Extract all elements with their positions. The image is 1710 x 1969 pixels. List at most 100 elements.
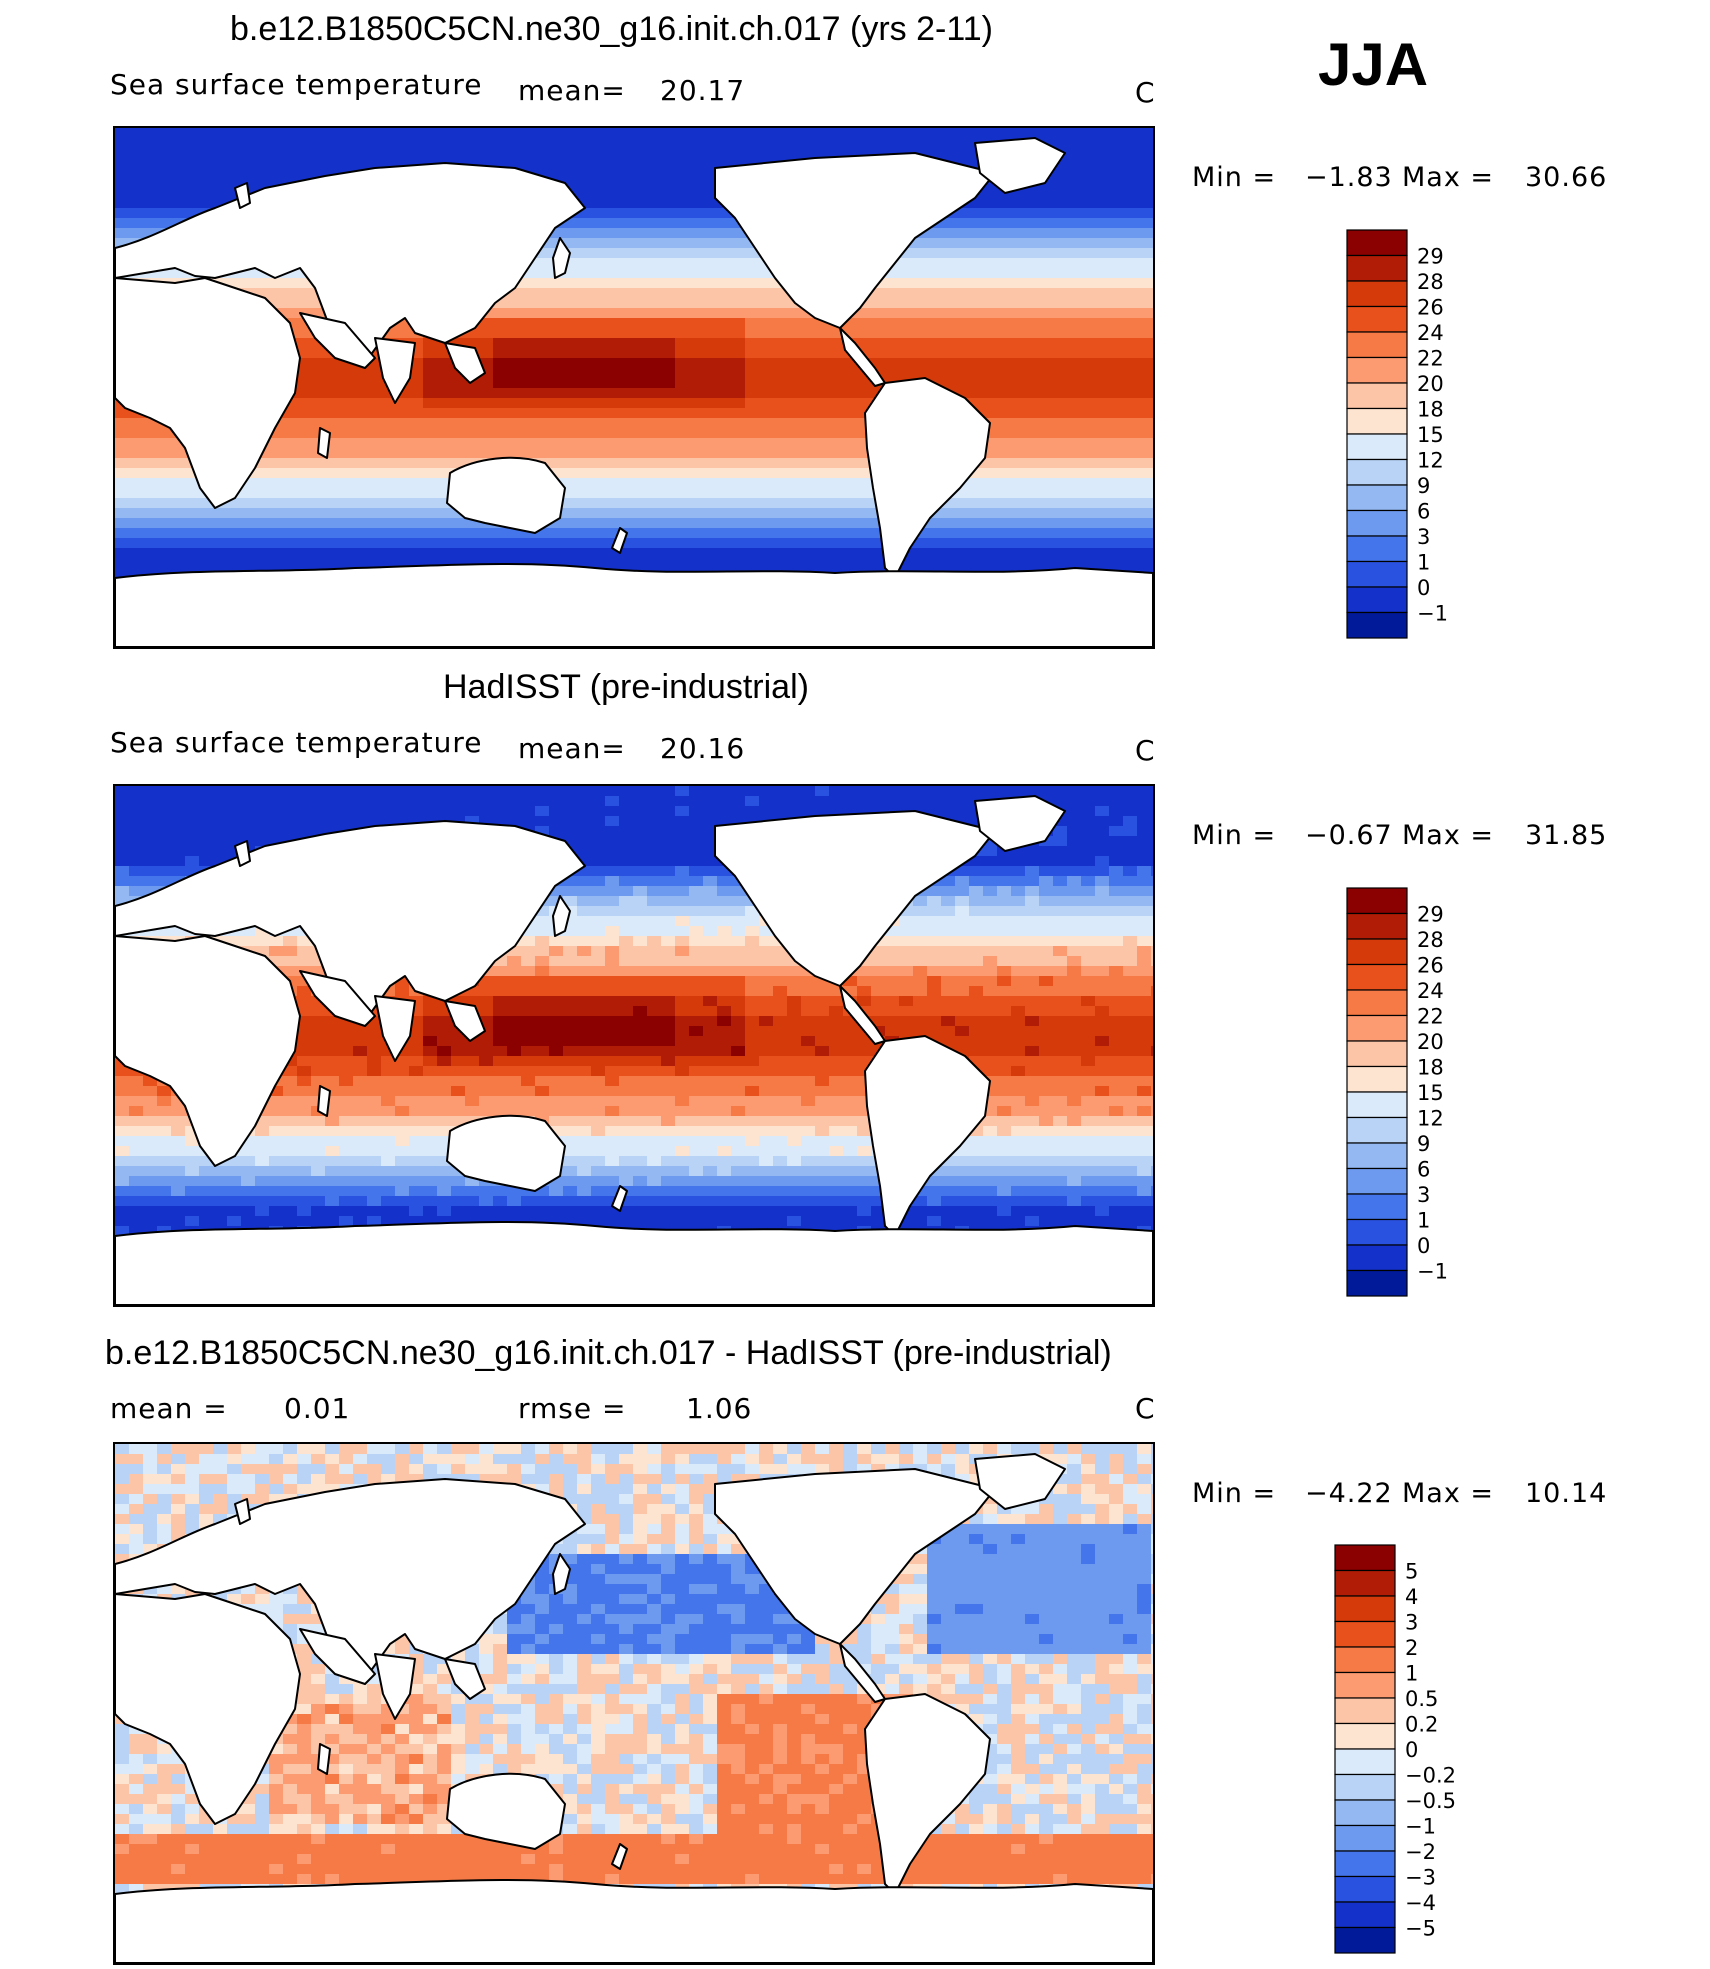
colorbar-swatch <box>1346 280 1408 308</box>
colorbar-swatch <box>1334 1748 1396 1776</box>
colorbar-label: 1 <box>1405 1662 1418 1686</box>
colorbar-label: 28 <box>1417 928 1444 952</box>
panel3-min-value: −4.22 <box>1305 1478 1393 1509</box>
colorbar-label: 22 <box>1417 1005 1444 1029</box>
colorbar-swatch <box>1346 560 1408 588</box>
colorbar-label: −4 <box>1405 1891 1436 1915</box>
colorbar-swatch <box>1334 1620 1396 1648</box>
colorbar-swatch <box>1334 1799 1396 1827</box>
colorbar-label: 1 <box>1417 1209 1430 1233</box>
colorbar-swatch <box>1346 1065 1408 1093</box>
panel3-mean-value: 0.01 <box>284 1392 351 1425</box>
colorbar-label: 12 <box>1417 1107 1444 1131</box>
panel3-max-value: 10.14 <box>1525 1478 1608 1509</box>
colorbar-swatch <box>1334 1926 1396 1954</box>
colorbar-swatch <box>1334 1773 1396 1801</box>
land-masses <box>115 1453 1153 1963</box>
colorbar-swatch <box>1346 938 1408 966</box>
colorbar-label: 20 <box>1417 372 1444 396</box>
colorbar-swatch <box>1346 331 1408 359</box>
colorbar-label: 15 <box>1417 1081 1444 1105</box>
colorbar-label: 5 <box>1405 1560 1418 1584</box>
colorbar-swatch <box>1346 912 1408 940</box>
colorbar-label: 18 <box>1417 398 1444 422</box>
colorbar-label: 29 <box>1417 245 1444 269</box>
panel1-max-label: Max = <box>1402 162 1495 193</box>
panel3-colorbar: 5 4 3 2 1 0.5 0.2 0 −0.2 −0.5 −1 −2 −3 −4 −5 <box>1333 1543 1493 1955</box>
panel2-max-label: Max = <box>1402 820 1495 851</box>
colorbar-label: 15 <box>1417 423 1444 447</box>
colorbar-swatch <box>1346 407 1408 435</box>
colorbar-swatch <box>1346 1116 1408 1144</box>
panel1-max-value: 30.66 <box>1525 162 1608 193</box>
colorbar-swatch <box>1334 1850 1396 1878</box>
colorbar-swatch <box>1346 433 1408 461</box>
colorbar-swatch <box>1346 963 1408 991</box>
colorbar-swatch <box>1346 305 1408 333</box>
colorbar-swatch <box>1346 611 1408 639</box>
colorbar-label: −1 <box>1417 1260 1448 1284</box>
colorbar-swatch <box>1346 1193 1408 1221</box>
colorbar-swatch <box>1346 356 1408 384</box>
panel3-rmse-value: 1.06 <box>686 1392 753 1425</box>
colorbar-label: 12 <box>1417 449 1444 473</box>
colorbar-swatch <box>1334 1544 1396 1572</box>
colorbar-swatch <box>1334 1595 1396 1623</box>
colorbar-swatch <box>1346 887 1408 915</box>
panel2-title: HadISST (pre-industrial) <box>443 668 809 706</box>
colorbar-label: −5 <box>1405 1917 1436 1941</box>
panel2-colorbar: 29 28 26 24 22 20 18 15 12 9 6 3 1 0 −1 <box>1345 886 1505 1298</box>
colorbar-swatch <box>1346 382 1408 410</box>
panel2-max-value: 31.85 <box>1525 820 1608 851</box>
colorbar-label: 28 <box>1417 270 1444 294</box>
colorbar-label: −1 <box>1417 602 1448 626</box>
panel1-unit: C <box>1135 76 1156 109</box>
colorbar-label: 29 <box>1417 903 1444 927</box>
colorbar-label: 3 <box>1417 1183 1430 1207</box>
colorbar-swatch <box>1334 1697 1396 1725</box>
panel3-mean-label: mean = <box>110 1392 228 1425</box>
colorbar-swatch <box>1346 1014 1408 1042</box>
colorbar-swatch <box>1334 1671 1396 1699</box>
colorbar-swatch <box>1334 1569 1396 1597</box>
colorbar-swatch <box>1346 484 1408 512</box>
panel1-variable-label: Sea surface temperature <box>110 68 483 101</box>
colorbar-swatch <box>1346 254 1408 282</box>
colorbar-label: 20 <box>1417 1030 1444 1054</box>
panel3-map <box>113 1442 1155 1965</box>
colorbar-label: 26 <box>1417 296 1444 320</box>
colorbar-swatch <box>1346 1167 1408 1195</box>
colorbar-label: −0.5 <box>1405 1789 1456 1813</box>
land-masses <box>115 795 1153 1305</box>
colorbar-swatch <box>1346 1040 1408 1068</box>
colorbar-swatch <box>1346 458 1408 486</box>
panel1-mean-value: 20.17 <box>660 74 746 107</box>
panel3-min-label: Min = <box>1192 1478 1277 1509</box>
colorbar-swatch <box>1346 1142 1408 1170</box>
panel3-rmse-label: rmse = <box>518 1392 627 1425</box>
panel2-variable-label: Sea surface temperature <box>110 726 483 759</box>
panel1-min-value: −1.83 <box>1305 162 1393 193</box>
colorbar-swatch <box>1346 535 1408 563</box>
season-label: JJA <box>1318 31 1429 98</box>
colorbar-label: 24 <box>1417 979 1444 1003</box>
colorbar-label: 0.2 <box>1405 1713 1438 1737</box>
colorbar-label: 26 <box>1417 954 1444 978</box>
colorbar-label: −1 <box>1405 1815 1436 1839</box>
colorbar-swatch <box>1346 509 1408 537</box>
panel2-mean-label: mean= <box>518 732 626 765</box>
colorbar-swatch <box>1334 1875 1396 1903</box>
panel1-min-label: Min = <box>1192 162 1277 193</box>
colorbar-label: 24 <box>1417 321 1444 345</box>
colorbar-swatch <box>1346 1244 1408 1272</box>
colorbar-label: −2 <box>1405 1840 1436 1864</box>
colorbar-label: 4 <box>1405 1585 1418 1609</box>
colorbar-label: 6 <box>1417 1158 1430 1182</box>
colorbar-swatch <box>1346 1091 1408 1119</box>
panel1-mean-label: mean= <box>518 74 626 107</box>
colorbar-label: 1 <box>1417 551 1430 575</box>
colorbar-swatch <box>1334 1901 1396 1929</box>
colorbar-label: 22 <box>1417 347 1444 371</box>
colorbar-label: 6 <box>1417 500 1430 524</box>
colorbar-swatch <box>1346 1269 1408 1297</box>
